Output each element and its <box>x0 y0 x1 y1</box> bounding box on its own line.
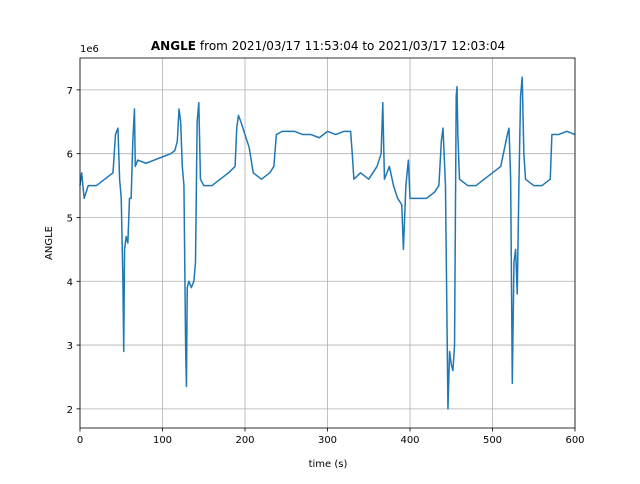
chart-title: ANGLE from 2021/03/17 11:53:04 to 2021/03… <box>151 39 505 53</box>
x-tick-label: 500 <box>483 435 502 446</box>
x-tick-label: 200 <box>235 435 254 446</box>
x-tick-label: 0 <box>77 435 83 446</box>
title-rest: from 2021/03/17 11:53:04 to 2021/03/17 1… <box>200 39 505 53</box>
y-tick-label: 7 <box>67 86 73 97</box>
y-tick-label: 2 <box>67 405 73 416</box>
y-tick-label: 3 <box>67 341 73 352</box>
x-axis-label: time (s) <box>309 459 348 470</box>
data-line <box>79 76 576 410</box>
plot-frame <box>79 57 576 429</box>
y-tick-label: 5 <box>67 213 73 224</box>
y-tick-label: 4 <box>67 277 73 288</box>
title-bold: ANGLE <box>151 39 196 53</box>
y-offset-label: 1e6 <box>80 44 99 55</box>
x-tick-label: 400 <box>400 435 419 446</box>
y-axis-label: ANGLE <box>44 226 55 260</box>
x-tick-label: 100 <box>153 435 172 446</box>
y-tick-label: 6 <box>67 150 73 161</box>
x-tick-label: 600 <box>565 435 584 446</box>
x-tick-label: 300 <box>318 435 337 446</box>
